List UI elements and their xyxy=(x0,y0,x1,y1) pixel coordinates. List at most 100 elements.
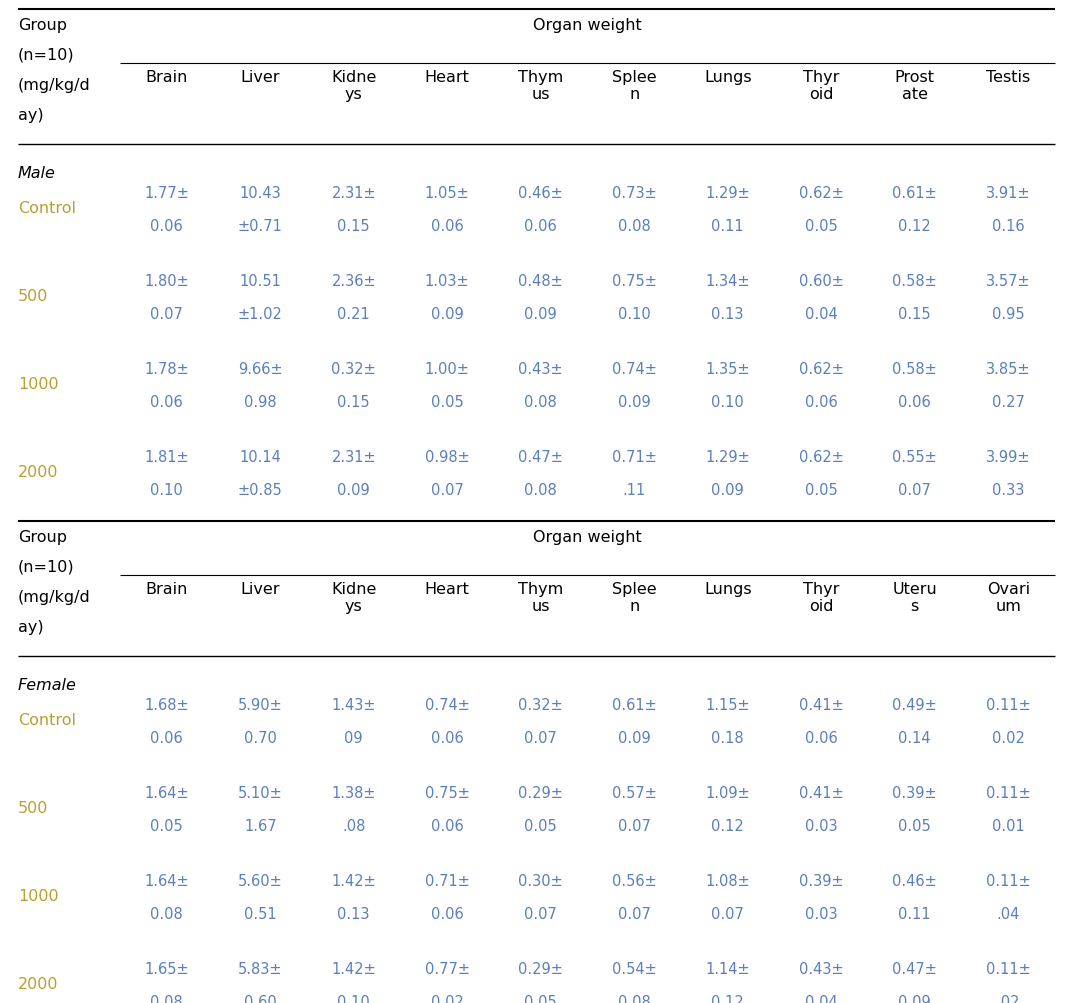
Text: Organ weight: Organ weight xyxy=(533,530,642,545)
Text: 0.74±: 0.74± xyxy=(425,697,470,712)
Text: 0.30±: 0.30± xyxy=(518,873,563,888)
Text: 0.02: 0.02 xyxy=(992,730,1025,745)
Text: 0.11: 0.11 xyxy=(712,219,744,234)
Text: 10.14: 10.14 xyxy=(240,449,281,464)
Text: 0.06: 0.06 xyxy=(524,219,557,234)
Text: 0.08: 0.08 xyxy=(524,395,557,410)
Text: 2000: 2000 xyxy=(18,464,59,479)
Text: 0.41±: 0.41± xyxy=(799,697,843,712)
Text: 0.05: 0.05 xyxy=(151,818,183,833)
Text: 0.60: 0.60 xyxy=(244,994,277,1003)
Text: 0.11: 0.11 xyxy=(899,907,931,922)
Text: 3.57±: 3.57± xyxy=(985,274,1030,289)
Text: 0.75±: 0.75± xyxy=(425,785,470,800)
Text: 0.07: 0.07 xyxy=(712,907,745,922)
Text: 1.29±: 1.29± xyxy=(705,186,750,201)
Text: 0.39±: 0.39± xyxy=(892,785,937,800)
Text: 0.43±: 0.43± xyxy=(799,961,843,976)
Text: 1.42±: 1.42± xyxy=(332,873,377,888)
Text: 0.06: 0.06 xyxy=(151,219,183,234)
Text: Prost
ate: Prost ate xyxy=(895,70,935,102)
Text: Group: Group xyxy=(18,18,67,33)
Text: Ovari
um: Ovari um xyxy=(987,582,1029,614)
Text: 0.11±: 0.11± xyxy=(985,873,1030,888)
Text: Heart: Heart xyxy=(425,582,470,597)
Text: 0.70: 0.70 xyxy=(244,730,277,745)
Text: Testis: Testis xyxy=(987,70,1030,85)
Text: 0.13: 0.13 xyxy=(712,307,744,322)
Text: 0.11±: 0.11± xyxy=(985,785,1030,800)
Text: 0.05: 0.05 xyxy=(524,994,557,1003)
Text: Brain: Brain xyxy=(146,582,188,597)
Text: 500: 500 xyxy=(18,800,48,815)
Text: 0.33: 0.33 xyxy=(992,482,1024,497)
Text: 1.65±: 1.65± xyxy=(144,961,189,976)
Text: 0.10: 0.10 xyxy=(712,395,744,410)
Text: 1.09±: 1.09± xyxy=(705,785,750,800)
Text: 0.39±: 0.39± xyxy=(799,873,843,888)
Text: Brain: Brain xyxy=(146,70,188,85)
Text: 0.32±: 0.32± xyxy=(332,361,377,376)
Text: 5.10±: 5.10± xyxy=(238,785,282,800)
Text: Female: Female xyxy=(18,677,77,692)
Text: 2.31±: 2.31± xyxy=(332,186,376,201)
Text: 0.62±: 0.62± xyxy=(799,449,843,464)
Text: (n=10): (n=10) xyxy=(18,48,75,63)
Text: 0.06: 0.06 xyxy=(899,395,931,410)
Text: 0.08: 0.08 xyxy=(151,907,183,922)
Text: 0.43±: 0.43± xyxy=(519,361,563,376)
Text: Thyr
oid: Thyr oid xyxy=(804,70,840,102)
Text: 0.54±: 0.54± xyxy=(612,961,657,976)
Text: 1.03±: 1.03± xyxy=(425,274,470,289)
Text: 1.77±: 1.77± xyxy=(144,186,189,201)
Text: 0.41±: 0.41± xyxy=(799,785,843,800)
Text: 3.85±: 3.85± xyxy=(985,361,1030,376)
Text: Organ weight: Organ weight xyxy=(533,18,642,33)
Text: 0.74±: 0.74± xyxy=(612,361,657,376)
Text: ±0.85: ±0.85 xyxy=(238,482,282,497)
Text: 0.46±: 0.46± xyxy=(892,873,937,888)
Text: 0.11±: 0.11± xyxy=(985,961,1030,976)
Text: 0.08: 0.08 xyxy=(617,219,651,234)
Text: 0.75±: 0.75± xyxy=(612,274,657,289)
Text: 0.13: 0.13 xyxy=(337,907,370,922)
Text: 1.78±: 1.78± xyxy=(144,361,189,376)
Text: Control: Control xyxy=(18,712,76,727)
Text: Lungs: Lungs xyxy=(704,582,751,597)
Text: Splee
n: Splee n xyxy=(612,582,657,614)
Text: 0.05: 0.05 xyxy=(805,482,838,497)
Text: 0.71±: 0.71± xyxy=(425,873,470,888)
Text: 1.38±: 1.38± xyxy=(332,785,376,800)
Text: 0.05: 0.05 xyxy=(899,818,931,833)
Text: 0.06: 0.06 xyxy=(431,818,463,833)
Text: 0.05: 0.05 xyxy=(431,395,463,410)
Text: 0.02: 0.02 xyxy=(431,994,463,1003)
Text: ay): ay) xyxy=(18,108,44,123)
Text: 0.07: 0.07 xyxy=(524,907,557,922)
Text: 1.05±: 1.05± xyxy=(425,186,470,201)
Text: (mg/kg/d: (mg/kg/d xyxy=(18,590,91,605)
Text: 5.60±: 5.60± xyxy=(238,873,282,888)
Text: Uteru
s: Uteru s xyxy=(892,582,937,614)
Text: Lungs: Lungs xyxy=(704,70,751,85)
Text: 3.99±: 3.99± xyxy=(985,449,1030,464)
Text: Liver: Liver xyxy=(241,582,280,597)
Text: 0.12: 0.12 xyxy=(712,818,744,833)
Text: Kidne
ys: Kidne ys xyxy=(331,70,377,102)
Text: 0.48±: 0.48± xyxy=(518,274,563,289)
Text: 0.98: 0.98 xyxy=(244,395,276,410)
Text: 0.55±: 0.55± xyxy=(892,449,937,464)
Text: 5.90±: 5.90± xyxy=(238,697,282,712)
Text: 0.06: 0.06 xyxy=(151,395,183,410)
Text: 0.03: 0.03 xyxy=(805,907,838,922)
Text: 0.09: 0.09 xyxy=(617,730,651,745)
Text: 10.43: 10.43 xyxy=(240,186,281,201)
Text: 0.05: 0.05 xyxy=(805,219,838,234)
Text: 0.10: 0.10 xyxy=(337,994,370,1003)
Text: 09: 09 xyxy=(345,730,363,745)
Text: 10.51: 10.51 xyxy=(240,274,281,289)
Text: 0.16: 0.16 xyxy=(992,219,1025,234)
Text: 1.67: 1.67 xyxy=(244,818,276,833)
Text: 0.07: 0.07 xyxy=(617,907,651,922)
Text: 0.15: 0.15 xyxy=(899,307,931,322)
